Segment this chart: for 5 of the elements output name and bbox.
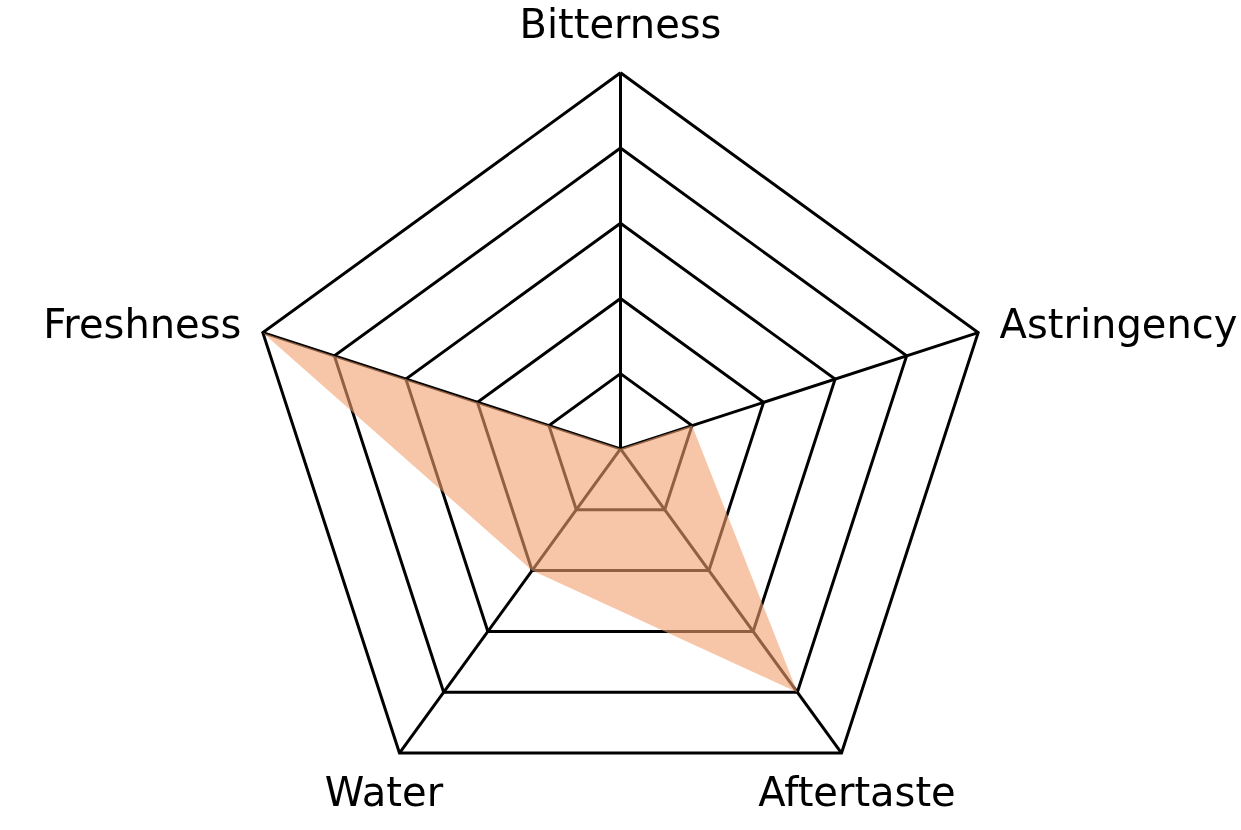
- spoke-label: Freshness: [43, 300, 242, 347]
- spoke-label: Aftertaste: [758, 769, 956, 816]
- spoke-label: Astringency: [999, 300, 1238, 347]
- spoke-label: Bitterness: [519, 1, 722, 48]
- spoke-label: Water: [324, 769, 444, 816]
